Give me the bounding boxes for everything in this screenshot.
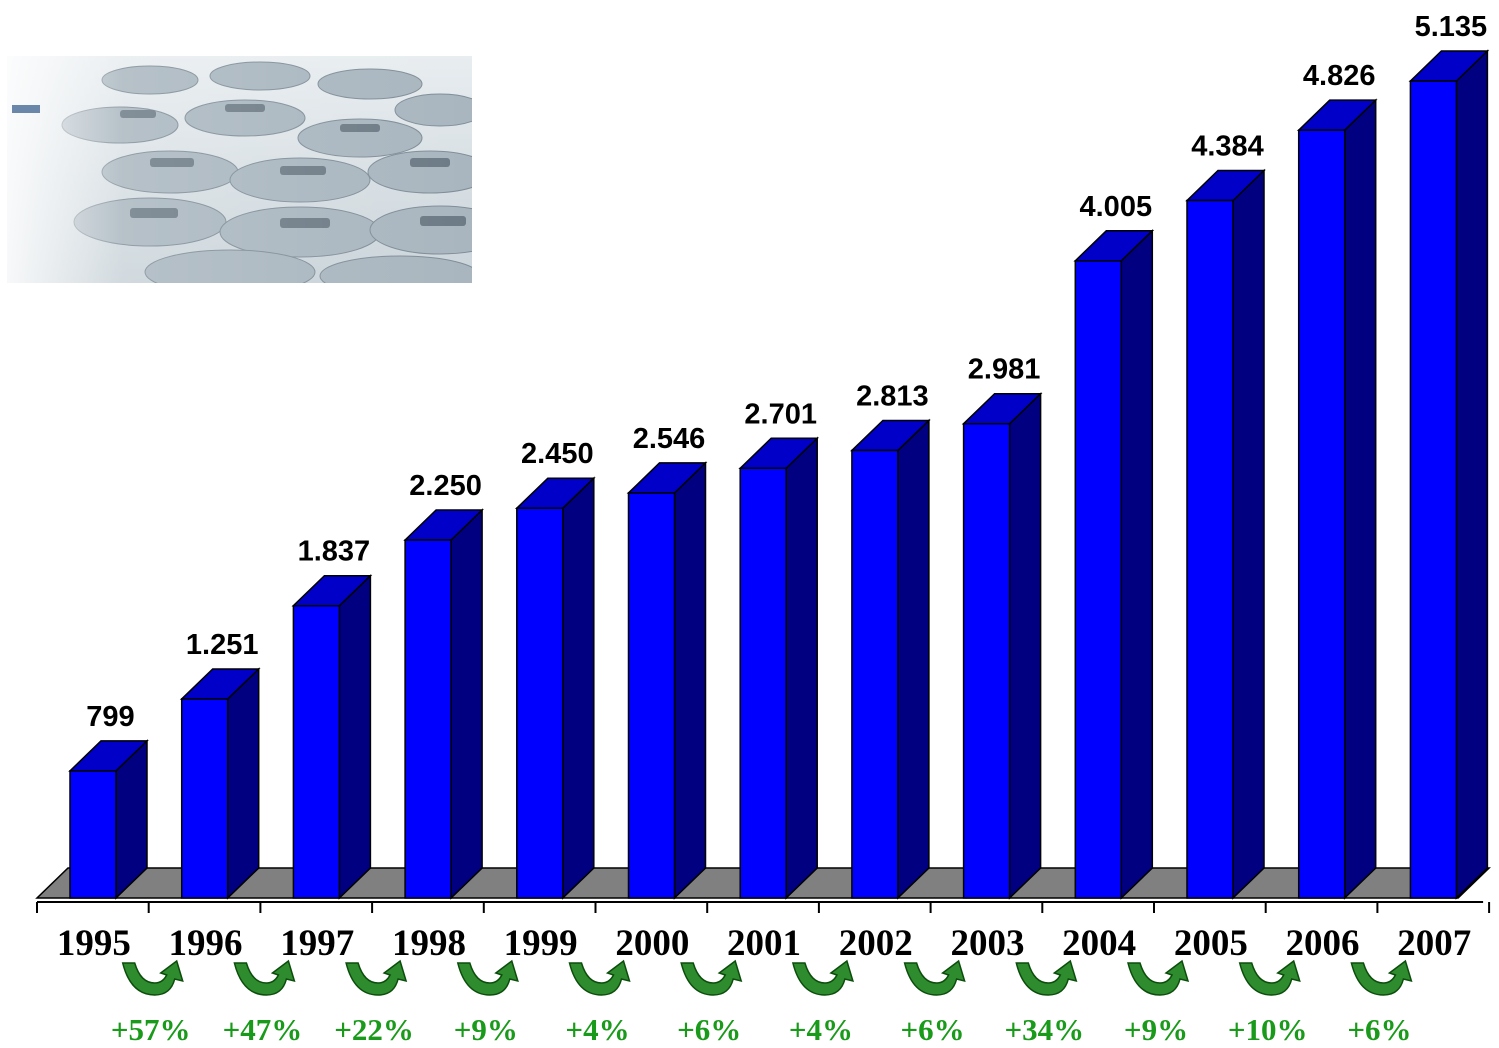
curved-up-arrow-icon <box>791 959 854 996</box>
bar-1996 <box>179 667 261 900</box>
growth-label: +22% <box>334 1012 414 1047</box>
year-label-2001: 2001 <box>727 923 801 964</box>
bar-2002 <box>850 418 931 900</box>
growth-label: +9% <box>1124 1012 1188 1047</box>
curved-up-arrow-icon <box>1015 959 1078 996</box>
growth-label: +6% <box>901 1012 965 1047</box>
parked-cars-photo <box>7 56 472 283</box>
bar-1999 <box>514 476 596 900</box>
growth-label: +57% <box>111 1012 191 1047</box>
curved-up-arrow-icon <box>1127 959 1190 996</box>
year-label-2007: 2007 <box>1397 923 1471 964</box>
bar-2003 <box>961 391 1043 900</box>
value-label-1995: 799 <box>86 701 134 733</box>
curved-up-arrow-icon <box>345 959 408 996</box>
value-label-2000: 2.546 <box>633 423 706 455</box>
bar-2005 <box>1185 168 1266 900</box>
growth-label: +4% <box>565 1012 629 1047</box>
growth-label: +34% <box>1004 1012 1084 1047</box>
curved-up-arrow-icon <box>1238 959 1301 996</box>
year-label-1997: 1997 <box>280 923 354 964</box>
year-label-2006: 2006 <box>1286 923 1360 964</box>
bar-2001 <box>738 436 820 900</box>
value-label-2003: 2.981 <box>968 354 1041 386</box>
value-label-1999: 2.450 <box>521 438 594 470</box>
year-label-2003: 2003 <box>950 923 1024 964</box>
bar-1995 <box>68 739 149 900</box>
growth-label: +6% <box>677 1012 741 1047</box>
year-label-1998: 1998 <box>392 923 466 964</box>
bar-1997 <box>291 573 373 900</box>
curved-up-arrow-icon <box>121 959 184 996</box>
growth-label: +10% <box>1228 1012 1308 1047</box>
value-label-2005: 4.384 <box>1191 130 1264 162</box>
growth-label: +6% <box>1347 1012 1411 1047</box>
growth-label: +47% <box>223 1012 303 1047</box>
bar-2004 <box>1073 229 1155 900</box>
year-label-1995: 1995 <box>57 923 131 964</box>
year-label-2000: 2000 <box>615 923 689 964</box>
curved-up-arrow-icon <box>456 959 519 996</box>
year-label-2005: 2005 <box>1174 923 1248 964</box>
bar-2000 <box>626 461 708 900</box>
value-label-1996: 1.251 <box>186 629 259 661</box>
curved-up-arrow-icon <box>1350 959 1413 996</box>
bar-2007 <box>1408 49 1490 900</box>
year-label-1996: 1996 <box>169 923 243 964</box>
curved-up-arrow-icon <box>903 959 966 996</box>
curved-up-arrow-icon <box>680 959 743 996</box>
year-label-2002: 2002 <box>839 923 913 964</box>
bar-1998 <box>403 508 484 900</box>
value-label-1998: 2.250 <box>409 470 482 502</box>
curved-up-arrow-icon <box>568 959 631 996</box>
value-label-1997: 1.837 <box>298 536 371 568</box>
bar-2006 <box>1296 98 1378 900</box>
year-label-2004: 2004 <box>1062 923 1136 964</box>
year-label-1999: 1999 <box>504 923 578 964</box>
value-label-2004: 4.005 <box>1080 191 1153 223</box>
growth-label: +9% <box>454 1012 518 1047</box>
value-label-2006: 4.826 <box>1303 60 1376 92</box>
curved-up-arrow-icon <box>233 959 296 996</box>
value-label-2007: 5.135 <box>1415 11 1488 43</box>
value-label-2002: 2.813 <box>856 380 929 412</box>
value-label-2001: 2.701 <box>744 398 817 430</box>
growth-label: +4% <box>789 1012 853 1047</box>
